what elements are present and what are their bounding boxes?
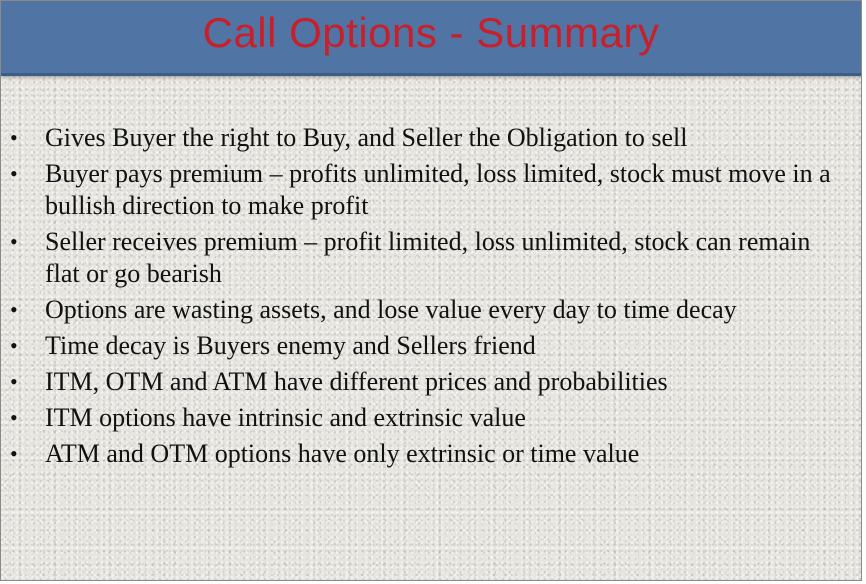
bullet-marker: • [10, 369, 18, 394]
bullet-text: Seller receives premium – profit limited… [45, 227, 811, 288]
bullet-text: ITM, OTM and ATM have different prices a… [45, 367, 668, 396]
bullet-item: • ITM options have intrinsic and extrins… [1, 402, 861, 434]
bullet-marker: • [10, 297, 18, 322]
bullet-marker: • [10, 161, 18, 186]
bullet-marker: • [10, 333, 18, 358]
bullet-marker: • [10, 229, 18, 254]
bullet-text: Buyer pays premium – profits unlimited, … [45, 159, 831, 220]
bullet-text: Time decay is Buyers enemy and Sellers f… [45, 331, 536, 360]
bullet-list: • Gives Buyer the right to Buy, and Sell… [1, 122, 861, 474]
title-bar: Call Options - Summary [1, 1, 861, 76]
bullet-item: • Buyer pays premium – profits unlimited… [1, 158, 861, 222]
bullet-item: • ITM, OTM and ATM have different prices… [1, 366, 861, 398]
bullet-text: ATM and OTM options have only extrinsic … [45, 439, 640, 468]
bullet-item: • Time decay is Buyers enemy and Sellers… [1, 330, 861, 362]
bullet-item: • Options are wasting assets, and lose v… [1, 294, 861, 326]
slide-title: Call Options - Summary [202, 9, 660, 56]
bullet-text: ITM options have intrinsic and extrinsic… [45, 403, 526, 432]
bullet-item: • ATM and OTM options have only extrinsi… [1, 438, 861, 470]
bullet-item: • Seller receives premium – profit limit… [1, 226, 861, 290]
bullet-item: • Gives Buyer the right to Buy, and Sell… [1, 122, 861, 154]
bullet-text: Gives Buyer the right to Buy, and Seller… [45, 123, 688, 152]
bullet-marker: • [10, 125, 18, 150]
bullet-text: Options are wasting assets, and lose val… [45, 295, 737, 324]
bullet-marker: • [10, 441, 18, 466]
bullet-marker: • [10, 405, 18, 430]
